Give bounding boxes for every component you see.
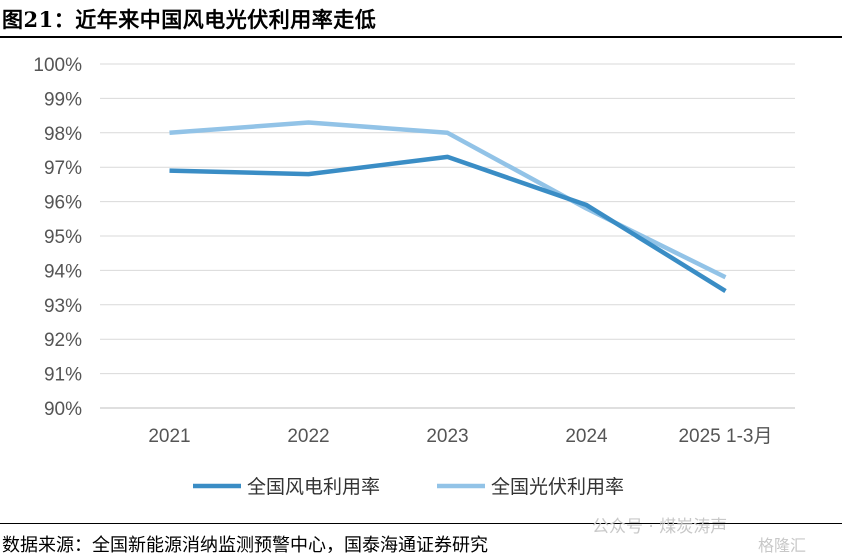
top-divider: [0, 36, 842, 38]
bottom-divider: [0, 523, 842, 524]
y-axis-ticks: 90% 91% 92% 93% 94% 95% 96% 97% 98% 99% 100%: [33, 55, 82, 420]
x-tick-label: 2022: [287, 426, 329, 447]
legend-label: 全国风电利用率: [247, 476, 380, 498]
y-tick-label: 96%: [44, 193, 82, 214]
y-tick-label: 100%: [33, 55, 82, 76]
page-title: 图21：近年来中国风电光伏利用率走低: [2, 7, 377, 32]
series-line: [169, 120, 727, 280]
x-tick-label: 2024: [565, 426, 608, 447]
y-tick-label: 92%: [44, 330, 82, 351]
watermark-logo: 格隆汇: [758, 536, 807, 555]
x-tick-label: 2023: [426, 426, 468, 447]
x-tick-label: 2025 1-3月: [678, 426, 772, 447]
y-tick-label: 94%: [44, 261, 82, 282]
watermark: 公众号 · 煤炭涛声: [592, 517, 728, 537]
x-axis-ticks: 2021 2022 2023 2024 2025 1-3月: [148, 426, 772, 447]
grid-lines: [100, 63, 795, 409]
y-tick-label: 93%: [44, 296, 82, 317]
y-tick-label: 95%: [44, 227, 82, 248]
x-tick-label: 2021: [148, 426, 190, 447]
series-line: [169, 154, 727, 293]
legend: 全国风电利用率 全国光伏利用率: [193, 476, 624, 498]
source-note: 数据来源：全国新能源消纳监测预警中心，国泰海通证券研究: [2, 535, 488, 556]
y-tick-label: 97%: [44, 158, 82, 179]
line-chart: 90%91%92%93%94%95%96%97%98%99%100% 2021 2…: [33, 55, 795, 498]
y-tick-label: 90%: [44, 399, 82, 420]
y-tick-label: 91%: [44, 365, 82, 386]
legend-label: 全国光伏利用率: [491, 476, 624, 498]
y-tick-label: 98%: [44, 124, 82, 145]
series-lines: [169, 120, 727, 293]
y-tick-label: 99%: [44, 89, 82, 110]
